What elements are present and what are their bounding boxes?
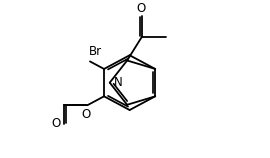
Text: N: N <box>113 76 122 89</box>
Text: O: O <box>81 108 90 122</box>
Text: O: O <box>51 117 60 130</box>
Text: O: O <box>136 2 145 15</box>
Text: Br: Br <box>89 46 102 58</box>
